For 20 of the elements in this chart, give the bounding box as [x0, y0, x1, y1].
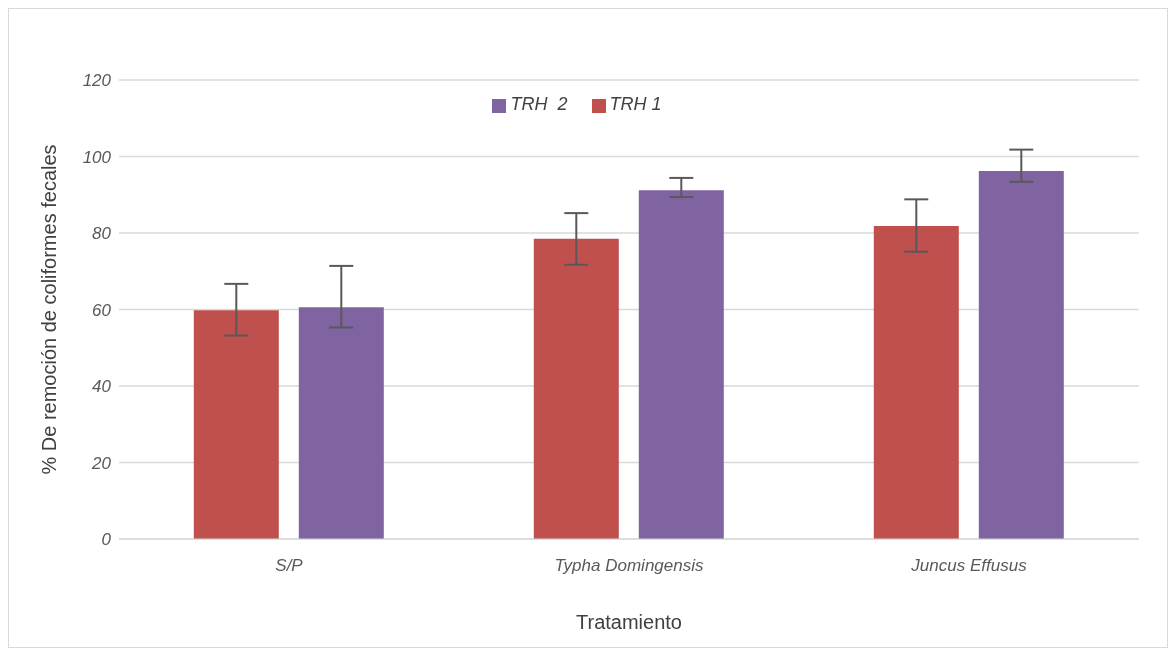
y-tick-label: 20 [91, 453, 112, 473]
x-axis-title: Tratamiento [576, 611, 682, 633]
bar [533, 238, 619, 539]
bar [873, 226, 959, 539]
bar [638, 190, 724, 539]
y-tick-label: 120 [82, 71, 112, 91]
bar [193, 310, 279, 539]
bar [978, 171, 1064, 539]
y-tick-label: 60 [92, 300, 112, 320]
x-tick-label: Typha Domingensis [554, 556, 704, 576]
y-axis-title: % De remoción de coliformes fecales [38, 144, 61, 475]
legend-label: TRH 1 [609, 94, 662, 114]
x-tick-label: Juncus Effusus [910, 556, 1028, 576]
y-tick-label: 40 [92, 377, 112, 397]
x-tick-label: S/P [275, 556, 304, 576]
y-tick-label: 80 [92, 224, 112, 244]
y-tick-label: 0 [101, 530, 112, 550]
legend-label: TRH 2 [510, 94, 568, 114]
bar [298, 307, 384, 539]
y-tick-label: 100 [82, 147, 112, 167]
